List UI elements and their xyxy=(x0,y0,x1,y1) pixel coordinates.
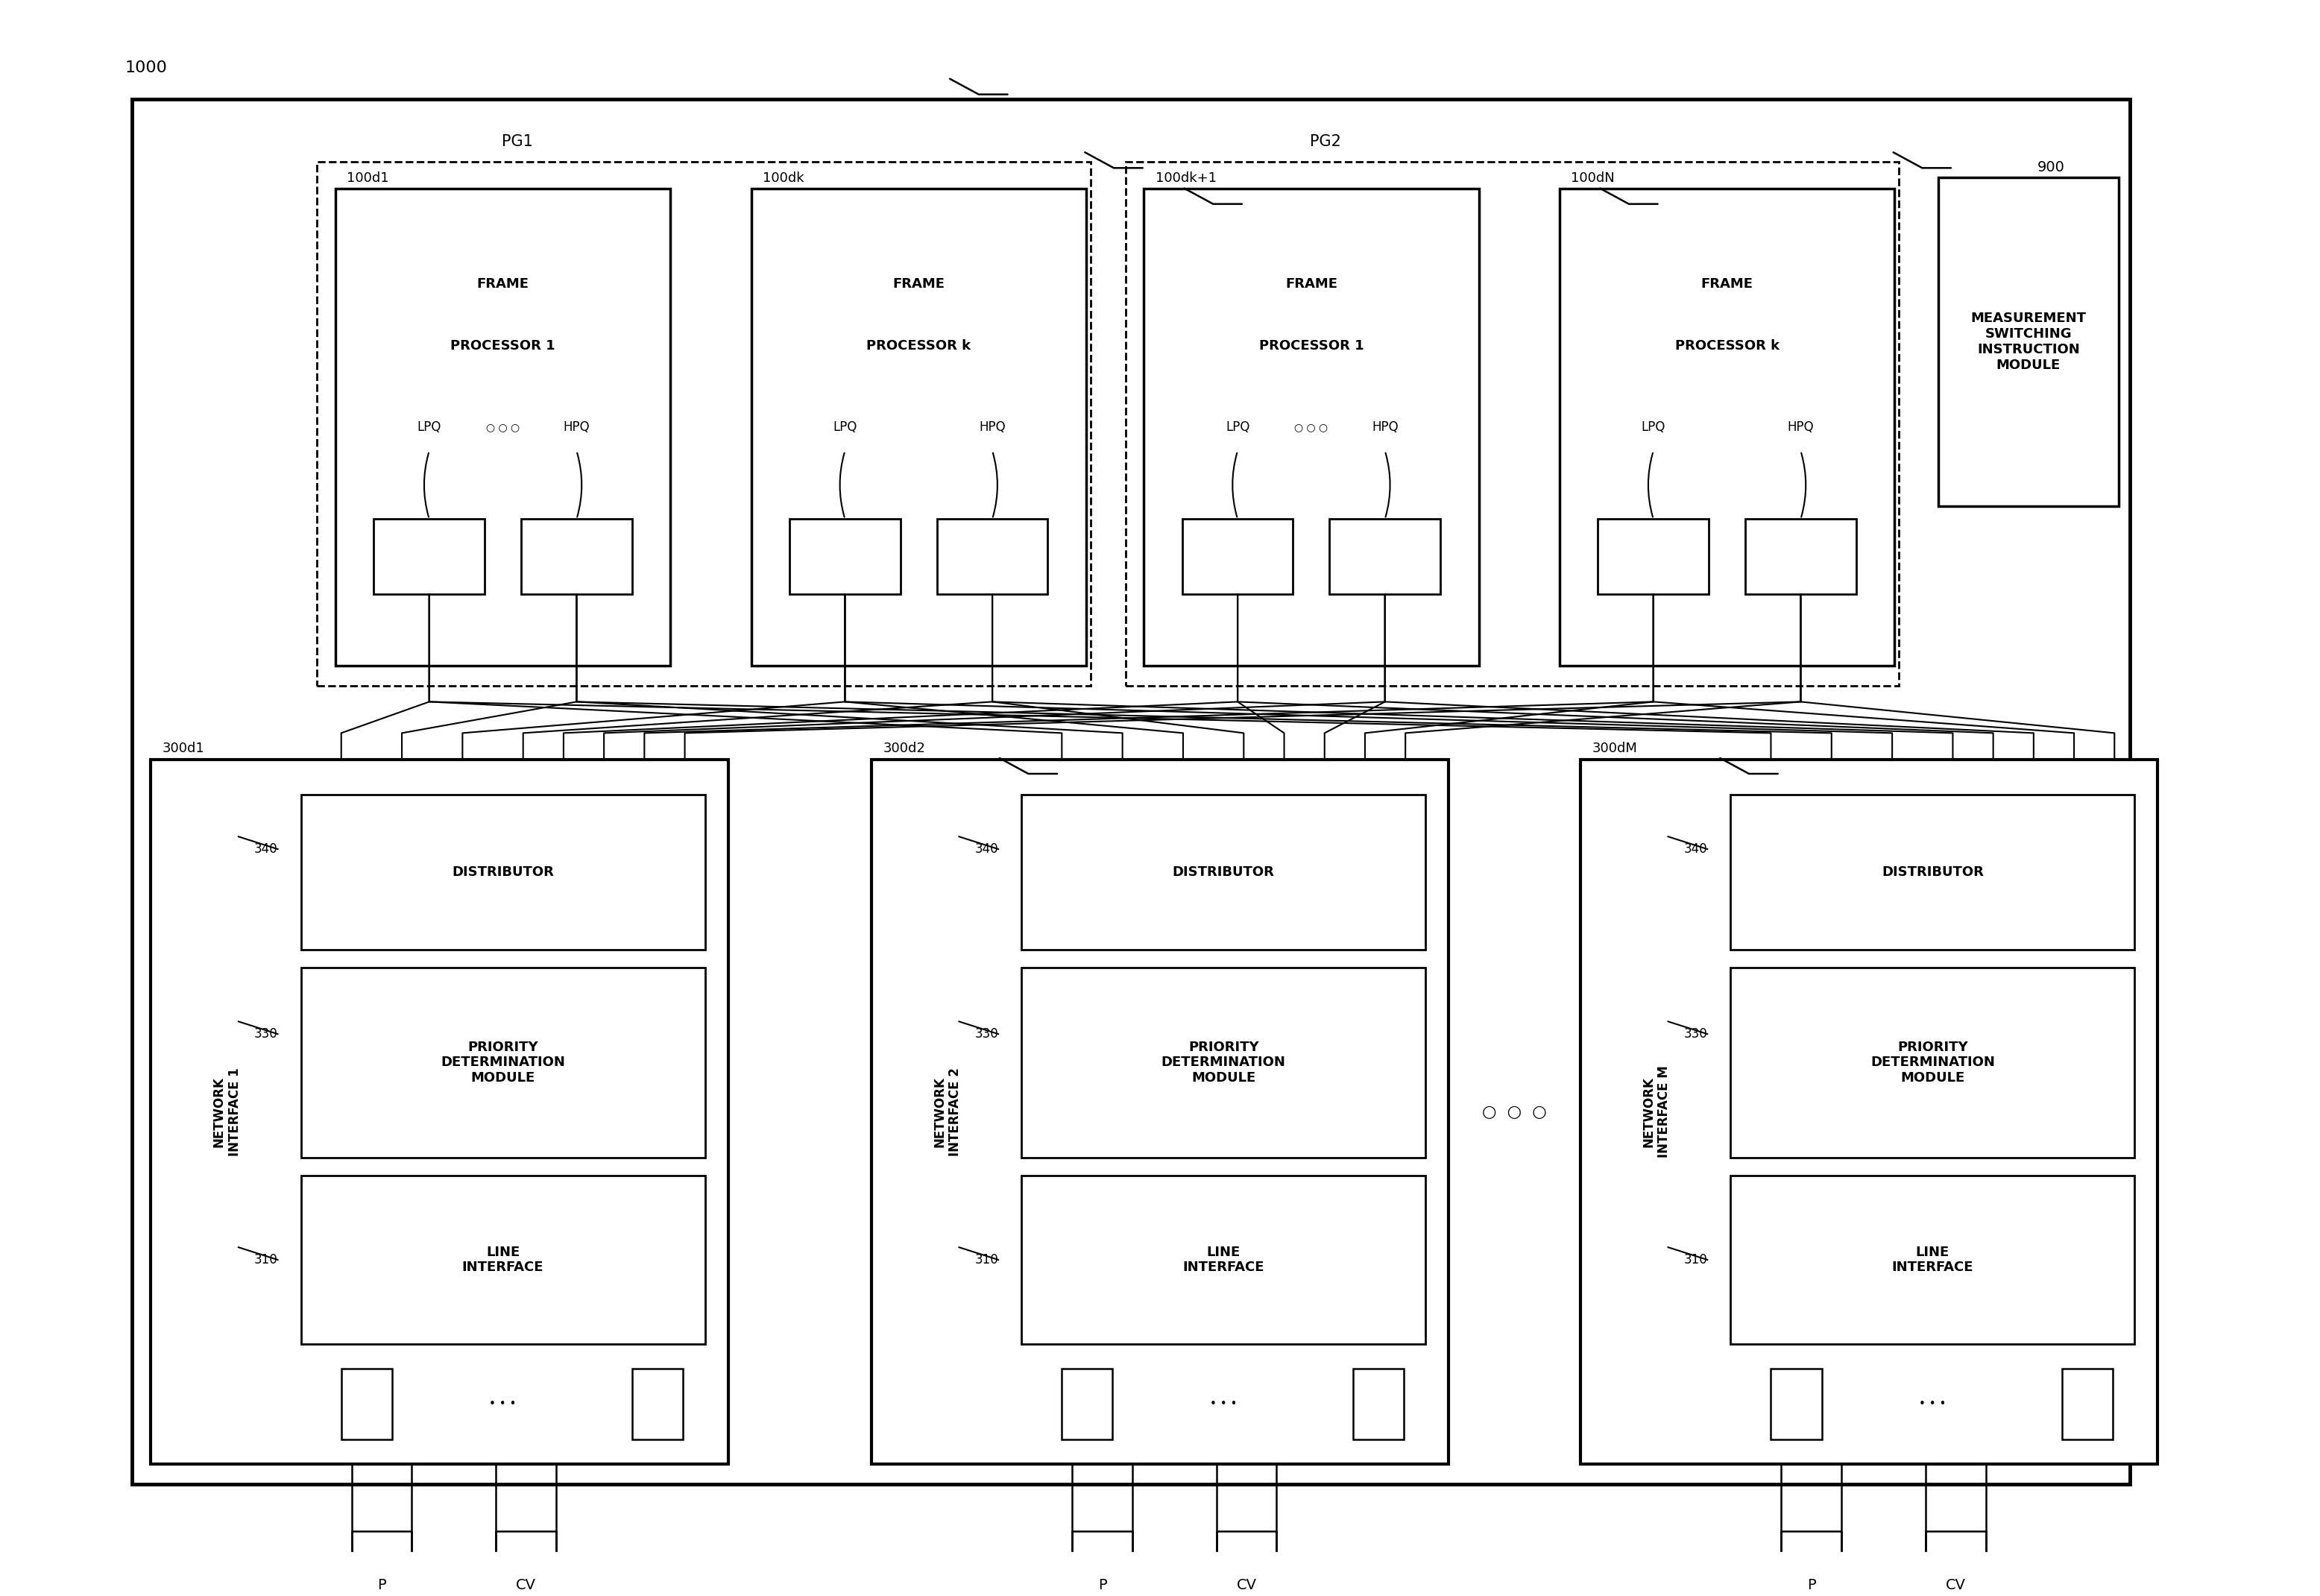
Text: 300d2: 300d2 xyxy=(884,742,926,755)
Text: PG2: PG2 xyxy=(1311,134,1341,148)
Text: CV: CV xyxy=(515,1578,536,1593)
Text: DISTRIBUTOR: DISTRIBUTOR xyxy=(1882,865,1984,879)
Text: 310: 310 xyxy=(1684,1253,1708,1267)
Text: DISTRIBUTOR: DISTRIBUTOR xyxy=(1172,865,1274,879)
Text: LPQ: LPQ xyxy=(418,420,441,434)
Bar xyxy=(151,760,728,1464)
Text: NETWORK
INTERFACE 1: NETWORK INTERFACE 1 xyxy=(213,1068,241,1156)
Bar xyxy=(633,1369,682,1440)
Text: P: P xyxy=(1807,1578,1817,1593)
Bar xyxy=(302,795,705,950)
Text: DISTRIBUTOR: DISTRIBUTOR xyxy=(452,865,554,879)
Text: 330: 330 xyxy=(1684,1028,1708,1041)
Text: PROCESSOR 1: PROCESSOR 1 xyxy=(1260,340,1364,353)
Bar xyxy=(1745,519,1856,594)
Text: • • •: • • • xyxy=(1919,1398,1946,1409)
Bar xyxy=(1125,161,1900,686)
Bar xyxy=(1021,967,1424,1157)
Bar xyxy=(1731,1175,2134,1344)
Text: NETWORK
INTERFACE 2: NETWORK INTERFACE 2 xyxy=(933,1068,963,1156)
Text: ○ ○ ○: ○ ○ ○ xyxy=(1295,421,1327,433)
Text: 310: 310 xyxy=(974,1253,998,1267)
Text: MEASUREMENT
SWITCHING
INSTRUCTION
MODULE: MEASUREMENT SWITCHING INSTRUCTION MODULE xyxy=(1970,311,2086,372)
Text: 100d1: 100d1 xyxy=(348,172,390,185)
Bar xyxy=(522,519,631,594)
Text: HPQ: HPQ xyxy=(1371,420,1399,434)
Bar xyxy=(1021,1175,1424,1344)
Text: 340: 340 xyxy=(255,843,278,855)
Text: PG1: PG1 xyxy=(501,134,534,148)
Text: 300dM: 300dM xyxy=(1592,742,1638,755)
Text: FRAME: FRAME xyxy=(1701,278,1754,290)
Bar xyxy=(1937,177,2118,506)
Bar xyxy=(1353,1369,1404,1440)
Text: PROCESSOR k: PROCESSOR k xyxy=(865,340,970,353)
Text: 340: 340 xyxy=(974,843,998,855)
Text: LINE
INTERFACE: LINE INTERFACE xyxy=(1183,1245,1264,1274)
Text: 100dk: 100dk xyxy=(763,172,805,185)
Bar xyxy=(336,188,670,666)
Text: FRAME: FRAME xyxy=(1285,278,1336,290)
Bar xyxy=(1063,1369,1114,1440)
Text: PRIORITY
DETERMINATION
MODULE: PRIORITY DETERMINATION MODULE xyxy=(1162,1041,1285,1085)
Bar xyxy=(1144,188,1478,666)
Bar xyxy=(374,519,485,594)
Bar xyxy=(789,519,900,594)
Bar xyxy=(1021,795,1424,950)
Text: LINE
INTERFACE: LINE INTERFACE xyxy=(1891,1245,1974,1274)
Bar xyxy=(872,760,1448,1464)
Text: LPQ: LPQ xyxy=(1640,420,1666,434)
Text: PRIORITY
DETERMINATION
MODULE: PRIORITY DETERMINATION MODULE xyxy=(1870,1041,1995,1085)
Bar xyxy=(132,99,2130,1484)
Bar xyxy=(1731,967,2134,1157)
Text: PROCESSOR k: PROCESSOR k xyxy=(1675,340,1779,353)
Text: PRIORITY
DETERMINATION
MODULE: PRIORITY DETERMINATION MODULE xyxy=(441,1041,566,1085)
Text: HPQ: HPQ xyxy=(979,420,1005,434)
Text: ○  ○  ○: ○ ○ ○ xyxy=(1482,1104,1547,1119)
Text: P: P xyxy=(1097,1578,1107,1593)
Bar xyxy=(1183,519,1292,594)
Text: LPQ: LPQ xyxy=(833,420,856,434)
Text: 330: 330 xyxy=(255,1028,278,1041)
Text: LINE
INTERFACE: LINE INTERFACE xyxy=(462,1245,543,1274)
Text: • • •: • • • xyxy=(490,1398,517,1409)
Text: 330: 330 xyxy=(974,1028,998,1041)
Bar xyxy=(1580,760,2158,1464)
Text: 1000: 1000 xyxy=(125,61,167,75)
Text: • • •: • • • xyxy=(1211,1398,1237,1409)
Text: FRAME: FRAME xyxy=(893,278,944,290)
Bar xyxy=(1329,519,1441,594)
Text: LPQ: LPQ xyxy=(1225,420,1250,434)
Bar xyxy=(302,1175,705,1344)
Bar xyxy=(752,188,1086,666)
Bar xyxy=(1559,188,1895,666)
Text: 100dN: 100dN xyxy=(1571,172,1615,185)
Text: 300d1: 300d1 xyxy=(162,742,204,755)
Bar xyxy=(318,161,1090,686)
Text: PROCESSOR 1: PROCESSOR 1 xyxy=(450,340,554,353)
Bar xyxy=(1770,1369,1821,1440)
Bar xyxy=(341,1369,392,1440)
Text: 310: 310 xyxy=(255,1253,278,1267)
Bar xyxy=(1731,795,2134,950)
Text: P: P xyxy=(378,1578,385,1593)
Bar xyxy=(2062,1369,2114,1440)
Bar xyxy=(1598,519,1710,594)
Text: CV: CV xyxy=(1237,1578,1257,1593)
Text: HPQ: HPQ xyxy=(1786,420,1814,434)
Bar xyxy=(937,519,1049,594)
Text: 100dk+1: 100dk+1 xyxy=(1155,172,1216,185)
Text: HPQ: HPQ xyxy=(564,420,589,434)
Bar xyxy=(302,967,705,1157)
Text: 340: 340 xyxy=(1684,843,1708,855)
Text: FRAME: FRAME xyxy=(478,278,529,290)
Text: CV: CV xyxy=(1946,1578,1965,1593)
Text: ○ ○ ○: ○ ○ ○ xyxy=(487,421,520,433)
Text: NETWORK
INTERFACE M: NETWORK INTERFACE M xyxy=(1643,1066,1670,1159)
Text: 900: 900 xyxy=(2037,160,2065,174)
